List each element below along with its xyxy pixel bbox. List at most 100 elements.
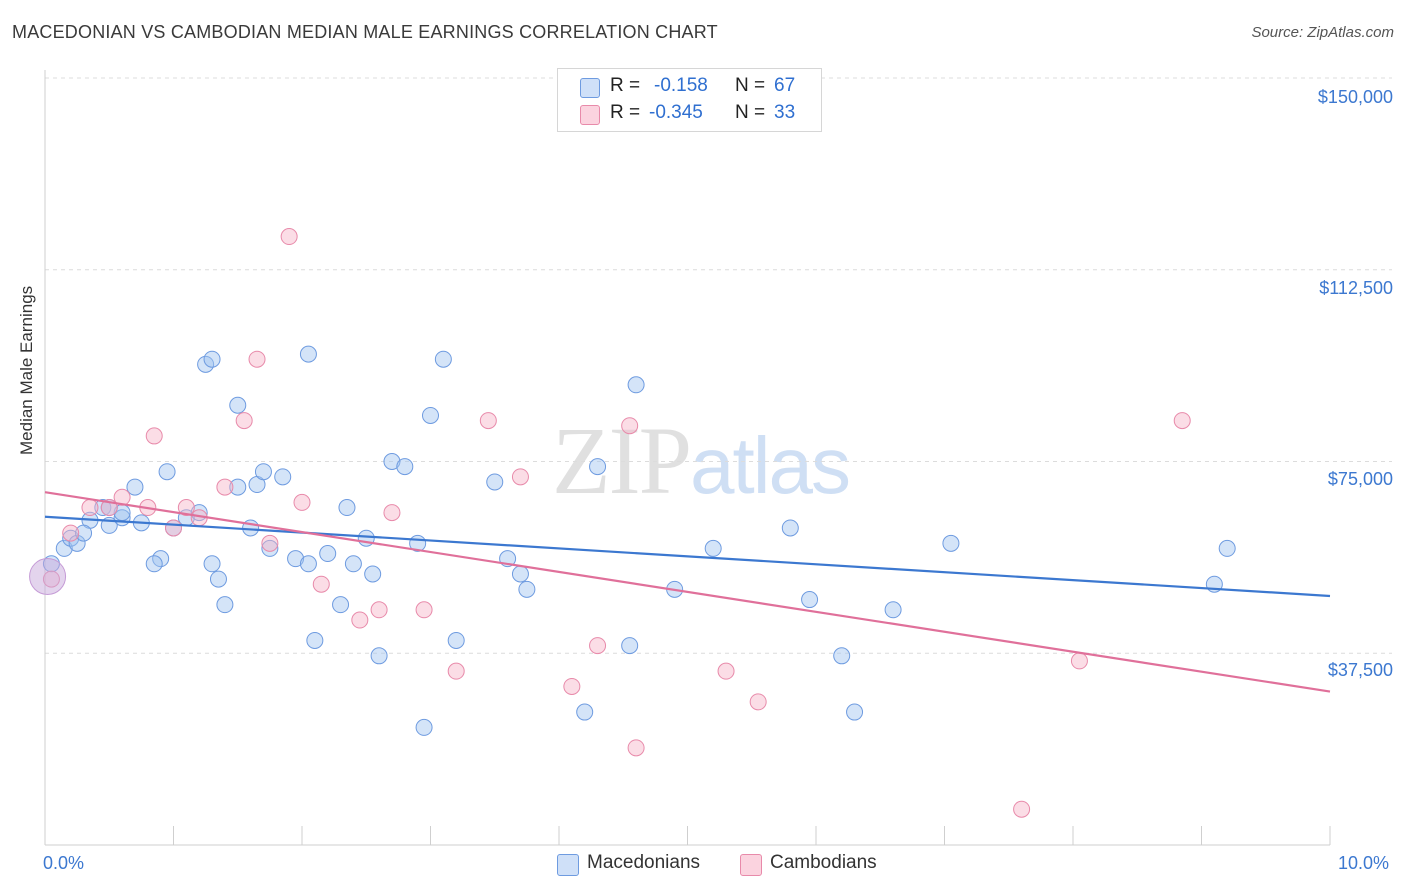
legend-r-value: -0.345 [649,102,703,123]
legend-n-key: N = [735,102,766,123]
point-macedonians [884,601,902,619]
y-tick-label: $37,500 [1327,660,1393,680]
point-cambodians [235,412,253,430]
point-cambodians [280,228,298,246]
legend-n-value: 33 [774,102,796,123]
point-macedonians [447,631,465,649]
legend-swatch-cambodians [740,854,762,876]
point-macedonians [319,545,337,563]
point-cambodians [621,417,639,435]
legend-swatch-macedonians [580,78,600,98]
point-macedonians [370,647,388,665]
point-macedonians [364,565,382,583]
point-macedonians [344,555,362,573]
point-macedonians [846,703,864,721]
point-macedonians [287,550,305,568]
point-macedonians [209,570,227,588]
point-macedonians [94,499,112,517]
point-macedonians [203,555,221,573]
point-cambodians [479,412,497,430]
legend-r-key: R = [610,102,641,123]
y-tick-label: $150,000 [1317,87,1393,107]
point-cambodians [177,499,195,517]
legend-swatch-cambodians [580,105,600,125]
point-macedonians [145,555,163,573]
point-cambodians [627,739,645,757]
point-macedonians [158,463,176,481]
point-cambodians [261,534,279,552]
point-macedonians [383,453,401,470]
point-macedonians [75,524,93,542]
point-macedonians [801,591,819,609]
point-cambodians [62,524,80,542]
point-macedonians [274,468,292,486]
legend-r-value: -0.158 [654,75,708,96]
point-cambodians [415,601,433,619]
point-macedonians [338,499,356,517]
point-cambodians [216,478,234,496]
point-cambodians [749,693,767,711]
y-tick-label: $75,000 [1327,469,1393,489]
point-cambodians [113,488,131,506]
point-cambodians [717,662,735,680]
point-macedonians [55,539,73,557]
point-cambodians [1013,800,1031,818]
point-macedonians [486,473,504,491]
point-macedonians [422,406,439,424]
legend-label-macedonians: Macedonians [587,852,701,873]
legend-n-key: N = [735,75,766,96]
y-axis-title: Median Male Earnings [17,285,36,455]
point-macedonians [704,539,722,557]
point-macedonians [621,637,639,655]
point-macedonians [833,647,851,665]
point-cambodians [563,677,581,695]
point-cambodians [145,427,163,445]
legend-r-key: R = [610,75,641,96]
point-macedonians [415,718,433,736]
legend-label-cambodians: Cambodians [770,852,877,873]
point-cambodians [81,499,99,517]
point-cambodians [293,493,311,511]
x-min-label: 0.0% [43,853,85,873]
chart-source: Source: ZipAtlas.com [1251,24,1394,41]
point-macedonians [434,350,452,368]
point-cambodians [447,662,465,680]
point-cambodians [589,637,607,655]
point-macedonians [68,534,86,552]
point-macedonians [576,703,594,721]
point-macedonians [299,555,317,573]
point-macedonians [203,350,221,368]
point-cambodians [511,468,529,486]
point-macedonians [229,396,247,414]
correlation-legend: R = -0.158 N = 67 R = -0.345 N = 33 [557,68,822,132]
trendline-macedonians [44,515,1331,598]
point-cluster [29,558,67,596]
point-cambodians [1173,412,1191,430]
point-macedonians [126,478,144,496]
point-macedonians [1218,539,1236,557]
point-macedonians [518,580,536,598]
series-legend: Macedonians Cambodians [0,852,1406,878]
point-cambodians [248,350,266,368]
chart-title: MACEDONIAN VS CAMBODIAN MEDIAN MALE EARN… [12,22,718,42]
legend-swatch-macedonians [557,854,579,876]
point-cambodians [312,575,330,593]
point-macedonians [332,596,350,614]
point-macedonians [229,478,247,496]
point-macedonians [216,596,234,614]
legend-n-value: 67 [774,75,796,96]
watermark-atlas: atlas [690,421,851,510]
point-macedonians [589,458,607,476]
point-macedonians [254,463,272,481]
point-macedonians [306,631,324,649]
point-macedonians [511,565,529,583]
x-max-label: 10.0% [1338,853,1390,873]
point-macedonians [299,345,317,363]
point-macedonians [396,458,414,476]
point-cambodians [383,504,401,522]
point-cambodians [165,519,182,537]
point-macedonians [261,539,279,557]
trendline-cambodians [44,491,1331,693]
point-cambodians [1070,652,1088,670]
